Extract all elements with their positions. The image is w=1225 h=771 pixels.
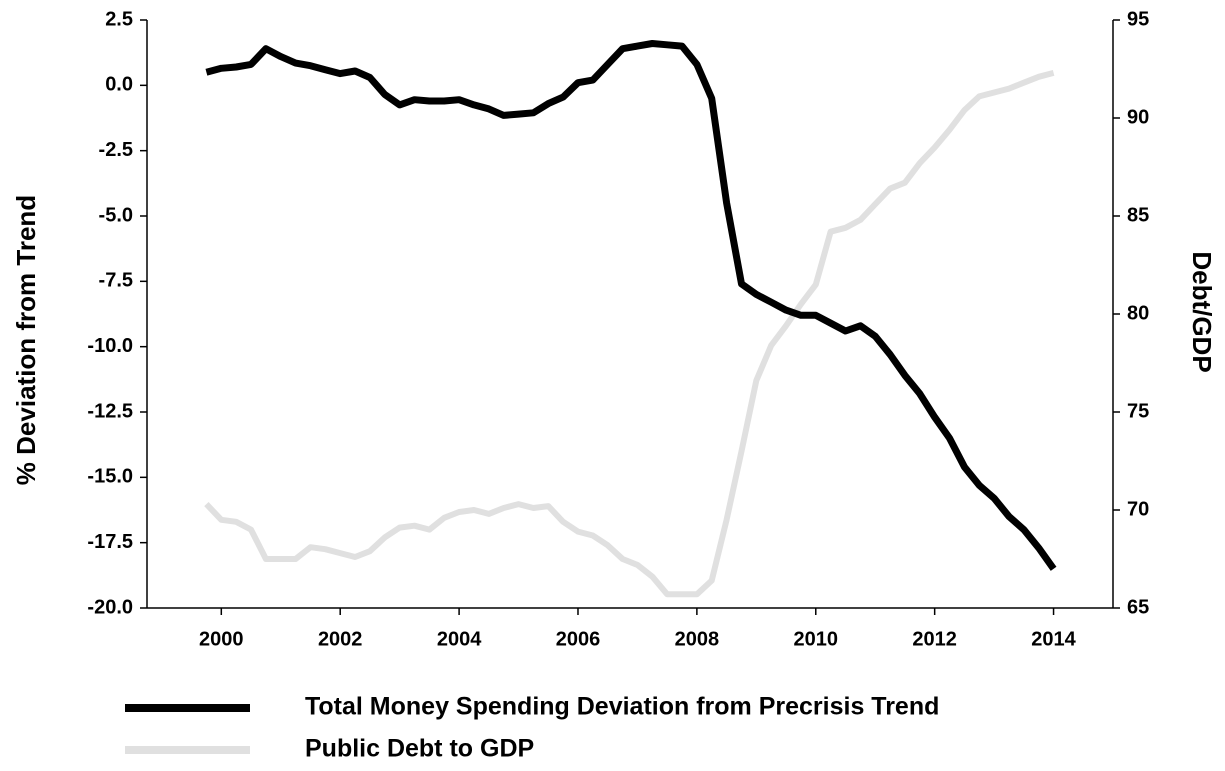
- y2-tick-label: 75: [1127, 400, 1149, 422]
- x-tick-label: 2012: [912, 628, 957, 650]
- x-tick-label: 2010: [794, 628, 839, 650]
- legend-text: Public Debt to GDP: [305, 735, 534, 763]
- x-tick-label: 2014: [1031, 628, 1076, 650]
- y-tick-label: -2.5: [99, 139, 133, 161]
- y-tick-label: -10.0: [87, 335, 133, 357]
- y2-tick-label: 95: [1127, 8, 1149, 30]
- y2-tick-label: 90: [1127, 106, 1149, 128]
- y2-tick-label: 80: [1127, 302, 1149, 324]
- y-tick-label: -5.0: [99, 204, 133, 226]
- x-tick-label: 2000: [199, 628, 244, 650]
- y-tick-label: 2.5: [105, 8, 133, 30]
- y2-axis-title: Debt/GDP: [1187, 251, 1217, 372]
- x-tick-label: 2004: [437, 628, 482, 650]
- y-tick-label: -12.5: [87, 400, 133, 422]
- y-tick-label: -17.5: [87, 531, 133, 553]
- y-tick-label: -20.0: [87, 596, 133, 618]
- y2-tick-label: 70: [1127, 498, 1149, 520]
- x-tick-label: 2002: [318, 628, 363, 650]
- y-tick-label: -7.5: [99, 270, 133, 292]
- y-axis-title: % Deviation from Trend: [11, 195, 41, 485]
- y2-tick-label: 85: [1127, 204, 1149, 226]
- x-tick-label: 2008: [675, 628, 720, 650]
- y2-tick-label: 65: [1127, 596, 1149, 618]
- x-tick-label: 2006: [556, 628, 601, 650]
- data-line: [204, 69, 1055, 598]
- y-tick-label: 0.0: [105, 74, 133, 96]
- y-tick-label: -15.0: [87, 466, 133, 488]
- legend-text: Total Money Spending Deviation from Prec…: [305, 693, 939, 721]
- data-line: [205, 40, 1057, 571]
